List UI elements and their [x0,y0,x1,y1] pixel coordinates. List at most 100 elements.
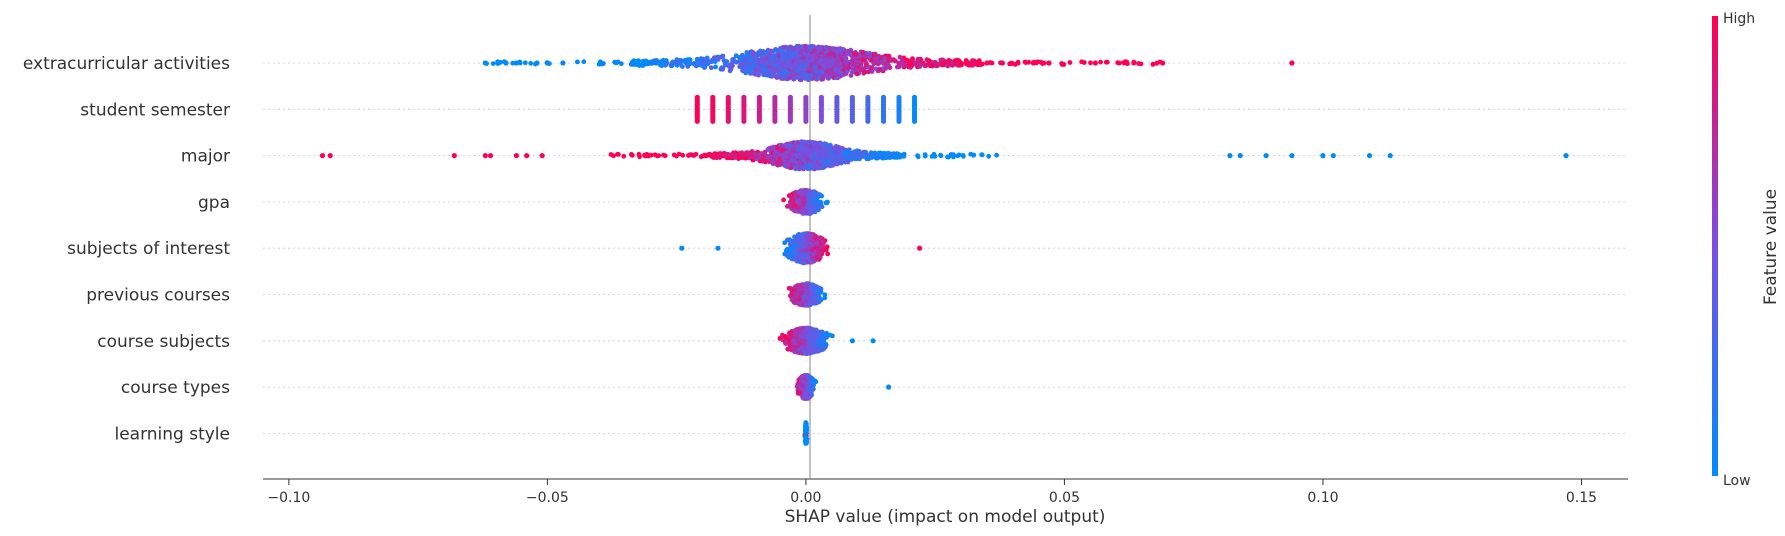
shap-point [888,154,894,160]
shap-point [979,152,985,158]
shap-point [822,161,828,167]
shap-point [802,153,808,159]
shap-point [803,142,809,148]
shap-point [1061,62,1067,67]
shap-point [769,74,775,79]
shap-point [776,53,782,58]
shap-point [784,55,790,61]
shap-point [743,60,748,65]
shap-point [796,69,802,75]
shap-point [764,50,769,56]
shap-point [768,48,774,54]
shap-point [774,161,779,167]
shap-point [803,298,809,304]
shap-point [787,152,792,158]
shap-point [798,251,804,257]
shap-point [838,70,843,76]
shap-point [1330,153,1336,159]
shap-point [805,255,811,260]
shap-point [661,152,666,158]
shap-point [752,152,758,157]
shap-point [825,251,831,257]
shap-point [748,67,753,72]
shap-point [791,248,797,254]
shap-point [608,152,614,157]
shap-point [787,142,792,148]
shap-point [849,118,856,124]
shap-point [810,247,815,253]
shap-point [687,60,693,65]
shap-point [801,55,807,60]
shap-point [616,152,621,157]
shap-point [986,153,992,159]
shap-point [789,158,795,163]
shap-point [806,59,811,65]
shap-point [654,58,659,63]
shap-point [718,151,723,157]
shap-point [828,69,833,75]
shap-point [788,202,794,208]
shap-point [1030,60,1036,66]
shap-point [864,152,870,158]
shap-point [803,118,809,124]
shap-point [679,245,685,251]
shap-point [751,51,757,57]
shap-point [1366,153,1373,159]
shap-point [797,160,803,166]
shap-point [789,73,795,79]
shap-point [794,143,800,148]
shap-point [731,152,737,158]
shap-point [780,70,786,76]
shap-point [915,56,921,62]
shap-point [807,198,812,204]
shap-point [596,61,602,67]
shap-point [851,52,857,58]
shap-point [933,60,938,66]
shap-point [859,154,865,160]
shap-point [795,147,801,152]
shap-point [753,66,759,72]
shap-point [923,63,929,68]
shap-point [951,154,956,160]
shap-point [810,297,816,302]
shap-point [795,198,800,204]
shap-point [801,208,807,214]
shap-point [824,68,830,74]
shap-point [725,118,731,124]
shap-point [803,289,808,295]
shap-point [775,60,781,66]
shap-point [816,201,821,206]
shap-point [865,118,871,124]
shap-point [816,251,822,256]
shap-point [701,60,707,66]
shap-point [899,61,905,66]
shap-point [854,148,860,154]
shap-point [327,153,333,159]
shap-point [826,152,832,158]
shap-point [829,148,835,154]
shap-point [811,140,817,146]
shap-point [800,235,806,240]
shap-point [810,195,815,201]
shap-point [813,147,819,153]
shap-point [652,152,658,158]
shap-point [761,72,766,78]
shap-point [847,153,853,159]
shap-point [796,46,801,51]
shap-point [772,67,778,73]
shap-point [922,152,928,158]
shap-point [658,60,664,65]
shap-point [942,60,947,66]
shap-point [760,53,766,59]
shap-point [723,152,729,157]
shap-point [646,59,652,65]
shap-point [809,237,815,243]
shap-point [1098,59,1103,65]
shap-point [818,59,823,65]
shap-point [785,251,791,257]
shap-point [793,152,799,158]
shap-point [820,74,826,80]
shap-point [823,142,829,148]
shap-point [823,200,829,206]
shap-point [839,152,845,158]
